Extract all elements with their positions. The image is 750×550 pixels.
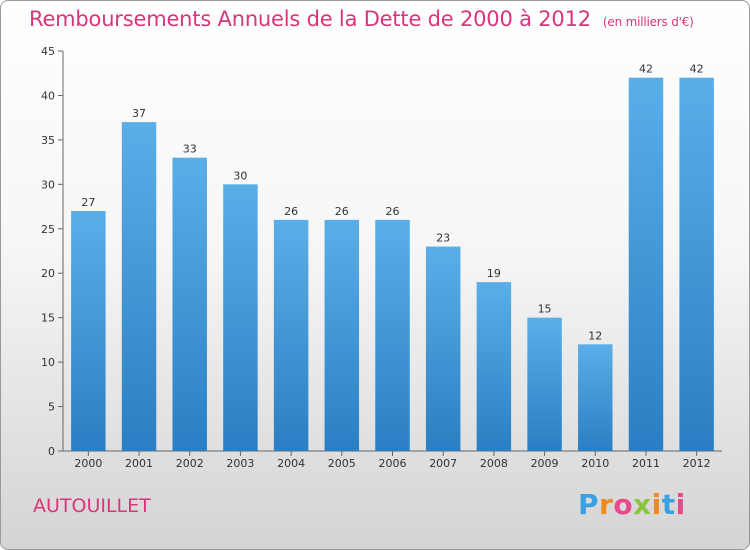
bar xyxy=(375,219,410,451)
data-label: 27 xyxy=(81,196,95,209)
data-label: 26 xyxy=(284,205,298,218)
bar xyxy=(527,317,562,451)
bars: 27 37 33 30 26 26 26 23 19 15 12 42 42 xyxy=(71,63,714,452)
logo-letter: r xyxy=(599,488,614,521)
logo-letter: i xyxy=(675,488,686,521)
proxiti-logo[interactable]: Proxiti xyxy=(578,488,686,521)
logo-letter: i xyxy=(651,488,662,521)
y-tick-label: 40 xyxy=(41,89,55,102)
data-label: 26 xyxy=(386,205,400,218)
x-tick-label: 2009 xyxy=(531,457,559,470)
logo-letter: t xyxy=(661,488,676,521)
x-tick-label: 2010 xyxy=(581,457,609,470)
data-label: 33 xyxy=(183,143,197,156)
logo-letter: o xyxy=(613,488,634,521)
logo-letter: x xyxy=(633,488,652,521)
bar xyxy=(628,77,664,452)
y-tick-label: 5 xyxy=(48,401,55,414)
y-tick-label: 15 xyxy=(41,312,55,325)
bar xyxy=(476,282,512,451)
data-label: 37 xyxy=(132,107,146,120)
x-tick-label: 2004 xyxy=(277,457,305,470)
chart-subtitle: (en milliers d'€) xyxy=(602,15,694,29)
x-tick-label: 2003 xyxy=(226,457,254,470)
y-tick-label: 45 xyxy=(41,45,55,58)
data-label: 42 xyxy=(639,63,653,76)
data-label: 15 xyxy=(538,303,552,316)
logo-letter: P xyxy=(578,488,600,521)
data-label: 42 xyxy=(690,63,704,76)
bar xyxy=(578,344,613,451)
data-label: 30 xyxy=(233,169,247,182)
chart-title: Remboursements Annuels de la Dette de 20… xyxy=(29,7,694,31)
bar xyxy=(324,219,360,451)
data-label: 19 xyxy=(487,267,501,280)
data-label: 23 xyxy=(436,232,450,245)
x-tick-label: 2002 xyxy=(176,457,204,470)
place-name: AUTOUILLET xyxy=(33,495,151,517)
chart-title-text: Remboursements Annuels de la Dette de 20… xyxy=(29,7,591,31)
x-tick-label: 2011 xyxy=(632,457,660,470)
x-tick-label: 2001 xyxy=(125,457,153,470)
axes: 0 5 10 15 20 25 30 35 40 45 2000 2001 2002 2003 2004 20… xyxy=(41,45,722,470)
y-tick-label: 10 xyxy=(41,356,55,369)
x-tick-label: 2012 xyxy=(683,457,711,470)
y-tick-label: 0 xyxy=(48,445,55,458)
y-tick-label: 30 xyxy=(41,178,55,191)
y-tick-label: 25 xyxy=(41,223,55,236)
x-tick-label: 2000 xyxy=(74,457,102,470)
x-tick-label: 2008 xyxy=(480,457,508,470)
x-tick-label: 2006 xyxy=(379,457,407,470)
y-tick-label: 35 xyxy=(41,134,55,147)
bar xyxy=(121,122,157,451)
bar xyxy=(71,211,106,451)
bar xyxy=(425,246,461,451)
y-tick-label: 20 xyxy=(41,267,55,280)
bar xyxy=(273,219,309,451)
bar xyxy=(172,157,207,451)
bar xyxy=(679,77,714,452)
x-tick-label: 2005 xyxy=(328,457,356,470)
bar xyxy=(223,184,258,452)
x-tick-label: 2007 xyxy=(429,457,457,470)
data-label: 26 xyxy=(335,205,349,218)
data-label: 12 xyxy=(588,329,602,342)
